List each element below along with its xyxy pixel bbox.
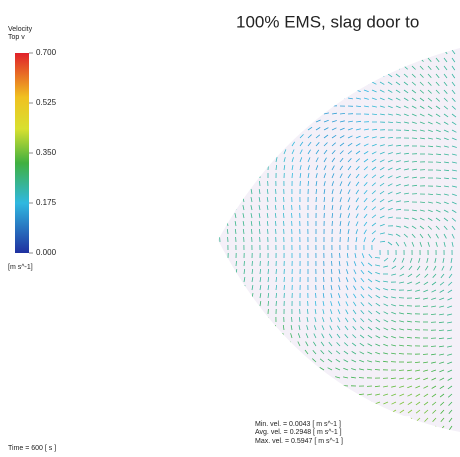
vector-arrow — [412, 138, 417, 139]
stat: Max. vel. = 0.5947 [ m s^-1 ] — [255, 438, 343, 445]
vector-arrow — [292, 213, 293, 218]
vector-arrow — [276, 301, 277, 306]
vector-arrow — [407, 346, 412, 347]
tick-label: 0.175 — [36, 198, 57, 207]
stat: Min. vel. = 0.0043 [ m s^-1 ] — [255, 421, 341, 428]
tick-label: 0.000 — [36, 248, 57, 257]
stat: Avg. vel. = 0.2948 [ m s^-1 ] — [255, 429, 342, 436]
vector-arrow — [332, 261, 333, 266]
vector-arrow — [375, 258, 380, 259]
legend-unit: [m s^-1] — [8, 264, 33, 271]
vector-arrow — [431, 346, 436, 347]
vector-arrow — [324, 205, 325, 210]
title: 100% EMS, slag door to — [236, 12, 419, 31]
legend-subtitle: Top v — [8, 34, 25, 41]
vector-arrow — [244, 261, 245, 266]
vector-arrow — [423, 354, 428, 355]
vector-arrow — [399, 354, 404, 355]
vector-arrow — [276, 229, 277, 234]
vector-arrow — [284, 277, 285, 282]
color-bar — [15, 53, 29, 253]
legend-title: Velocity — [8, 26, 33, 33]
vector-arrow — [252, 261, 253, 266]
vector-arrow — [436, 162, 441, 163]
vector-arrow — [316, 293, 317, 298]
vector-arrow — [284, 285, 285, 290]
vector-arrow — [284, 197, 285, 202]
vector-arrow — [324, 277, 325, 282]
vector-arrow — [276, 269, 277, 274]
tick-label: 0.350 — [36, 148, 57, 157]
vector-arrow — [268, 229, 269, 234]
vector-arrow — [292, 173, 293, 178]
vector-arrow — [236, 261, 237, 266]
screenshot: Velocity Top v 0.700 0.525 0.350 0.175 0.000… — [0, 0, 460, 457]
tick-label: 0.525 — [36, 98, 57, 107]
vector-arrow — [399, 370, 404, 371]
time-label: Time = 600 [ s ] — [8, 445, 56, 452]
vector-arrow — [348, 237, 349, 242]
vector-arrow — [284, 221, 285, 226]
vector-arrow — [332, 221, 333, 226]
vector-arrow — [359, 378, 364, 379]
vector-arrow — [404, 202, 409, 203]
vector-arrow — [375, 370, 380, 371]
vector-arrow — [276, 189, 277, 194]
vector-arrow — [340, 253, 341, 258]
tick-label: 0.700 — [36, 48, 57, 57]
vector-arrow — [260, 181, 261, 186]
vector-arrow — [292, 317, 293, 322]
